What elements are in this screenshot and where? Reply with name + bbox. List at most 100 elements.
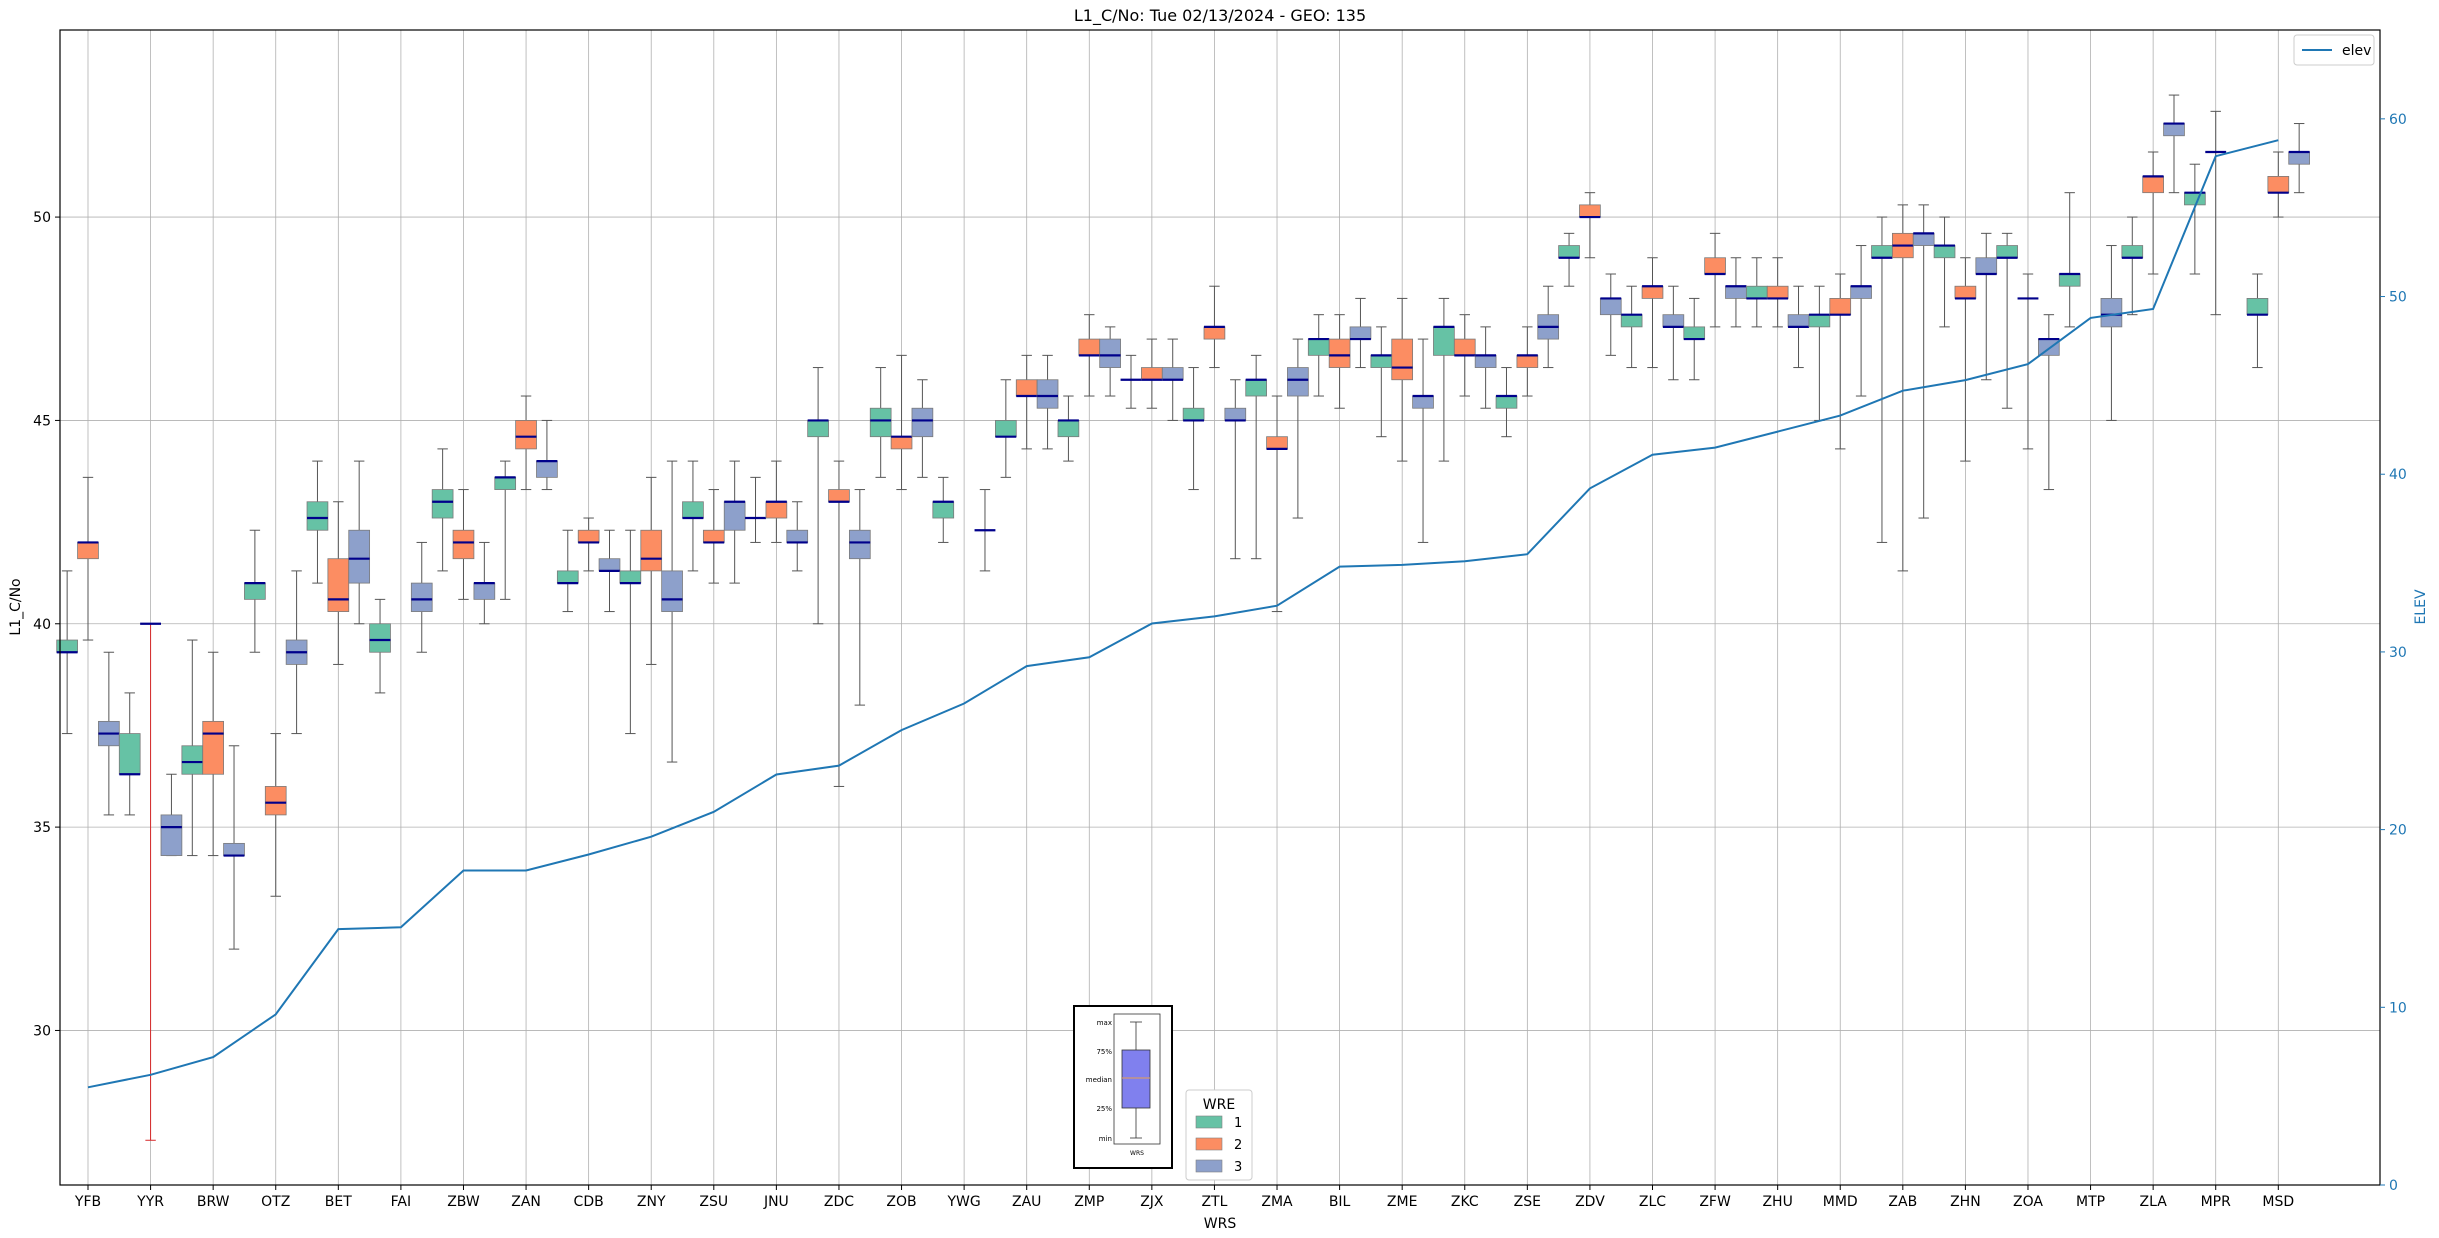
y-axis-right-title: ELEV — [2413, 589, 2429, 624]
box-wre-1 — [1683, 326, 1706, 340]
box-wre-2 — [264, 786, 287, 816]
y-tick-label: 40 — [33, 617, 51, 633]
elev-legend: elev — [2293, 34, 2375, 66]
box-wre-3 — [1412, 395, 1434, 409]
box-wre-2 — [2142, 176, 2164, 194]
box-wre-3 — [1224, 407, 1247, 421]
x-tick-label: BRW — [197, 1194, 230, 1210]
box-wre-1 — [181, 745, 204, 775]
y-tick-label: 45 — [33, 413, 51, 429]
box-wre-2 — [327, 558, 350, 612]
box-wre-3 — [2100, 298, 2123, 328]
x-tick-label: ZOB — [886, 1194, 916, 1210]
chart-title: L1_C/No: Tue 02/13/2024 - GEO: 135 — [1074, 6, 1366, 26]
x-tick-label: ZBW — [447, 1194, 480, 1210]
y-right-tick-label: 50 — [2389, 290, 2407, 306]
y-right-tick-label: 0 — [2389, 1178, 2398, 1194]
x-tick-label: BIL — [1329, 1194, 1351, 1210]
x-tick-label: ZMA — [1261, 1194, 1293, 1210]
box-wre-2 — [1704, 257, 1726, 275]
x-tick-label: ZNY — [637, 1194, 666, 1210]
x-tick-label: ZME — [1387, 1194, 1418, 1210]
box-wre-1 — [1620, 314, 1643, 328]
box-wre-1 — [244, 582, 266, 600]
box-wre-3 — [1599, 298, 1622, 316]
x-tick-label: FAI — [391, 1194, 411, 1210]
box-wre-1 — [118, 733, 141, 775]
x-tick-label: MSD — [2262, 1194, 2294, 1210]
box-wre-2 — [1954, 285, 1977, 299]
box-wre-1 — [807, 420, 829, 438]
x-axis-title: WRS — [1204, 1216, 1237, 1232]
x-tick-label: ZDV — [1575, 1194, 1605, 1210]
box-wre-1 — [2246, 298, 2269, 316]
box-wre-3 — [598, 558, 621, 572]
x-tick-label: OTZ — [261, 1194, 290, 1210]
box-wre-1 — [431, 489, 454, 519]
box-wre-1 — [1808, 314, 1831, 328]
box-wre-1 — [869, 407, 892, 438]
box-wre-3 — [348, 529, 371, 584]
box-wre-3 — [473, 582, 496, 600]
box-wre-1 — [1996, 245, 2018, 259]
box-wre-3 — [410, 582, 433, 612]
wre-legend-label-2: 2 — [1234, 1138, 1242, 1153]
y-tick-label: 50 — [33, 210, 51, 226]
box-wre-1 — [1307, 338, 1330, 356]
wre-legend: WRE 1 2 3 — [1185, 1089, 1253, 1181]
box-wre-3 — [2288, 151, 2310, 165]
box-wre-1 — [1933, 245, 1956, 259]
box-wre-2 — [577, 529, 600, 543]
box-wre-3 — [1662, 314, 1685, 328]
y-axis-right: 0 10 20 30 40 50 60 — [2380, 112, 2407, 1194]
boxplot-explainer-inset: max 75% median 25% min WRS — [1073, 1005, 1173, 1169]
box-wre-2 — [202, 720, 224, 775]
box-wre-3 — [1161, 367, 1184, 381]
elev-line — [87, 139, 2279, 1089]
box-wre-3 — [1474, 354, 1497, 368]
x-tick-label: YYR — [136, 1194, 164, 1210]
explainer-max-label: max — [1097, 1019, 1112, 1027]
box-wre-2 — [828, 489, 850, 503]
box-wre-3 — [160, 814, 183, 856]
y-right-tick-label: 10 — [2389, 1000, 2407, 1016]
y-right-tick-label: 30 — [2389, 645, 2407, 661]
box-series — [56, 94, 2310, 1141]
box-wre-2 — [1141, 367, 1163, 381]
box-wre-2 — [640, 529, 663, 572]
box-wre-1 — [1433, 326, 1455, 356]
y-right-tick-label: 40 — [2389, 467, 2407, 483]
box-wre-1 — [1745, 285, 1768, 299]
y-tick-label: 35 — [33, 820, 51, 836]
x-tick-label: ZTL — [1201, 1194, 1227, 1210]
box-wre-2 — [1328, 338, 1351, 368]
box-wre-2 — [1391, 338, 1414, 381]
box-wre-3 — [1036, 379, 1059, 409]
box-wre-1 — [995, 420, 1017, 438]
x-tick-label: ZHN — [1950, 1194, 1981, 1210]
box-wre-3 — [2163, 123, 2185, 137]
explainer-x-label: WRS — [1130, 1150, 1144, 1157]
x-tick-label: CDB — [574, 1194, 604, 1210]
x-tick-label: ZAN — [511, 1194, 541, 1210]
box-wre-1 — [1182, 407, 1205, 421]
box-wre-3 — [661, 570, 683, 612]
x-tick-label: ZFW — [1699, 1194, 1731, 1210]
y-right-tick-label: 60 — [2389, 112, 2407, 128]
box-wre-1 — [2121, 245, 2144, 259]
box-wre-1 — [619, 570, 642, 584]
x-tick-label: MTP — [2076, 1194, 2105, 1210]
box-wre-3 — [1287, 367, 1309, 397]
wre-legend-title: WRE — [1203, 1097, 1235, 1113]
explainer-min-label: min — [1099, 1135, 1112, 1143]
box-wre-2 — [1015, 379, 1038, 397]
box-wre-3 — [1912, 232, 1935, 246]
box-wre-3 — [1349, 326, 1372, 340]
y-tick-label: 30 — [33, 1023, 51, 1039]
box-wre-3 — [1975, 257, 1998, 275]
x-tick-label: JNU — [763, 1194, 789, 1210]
explainer-p75-label: 75% — [1096, 1048, 1112, 1056]
x-tick-label: ZAB — [1888, 1194, 1917, 1210]
